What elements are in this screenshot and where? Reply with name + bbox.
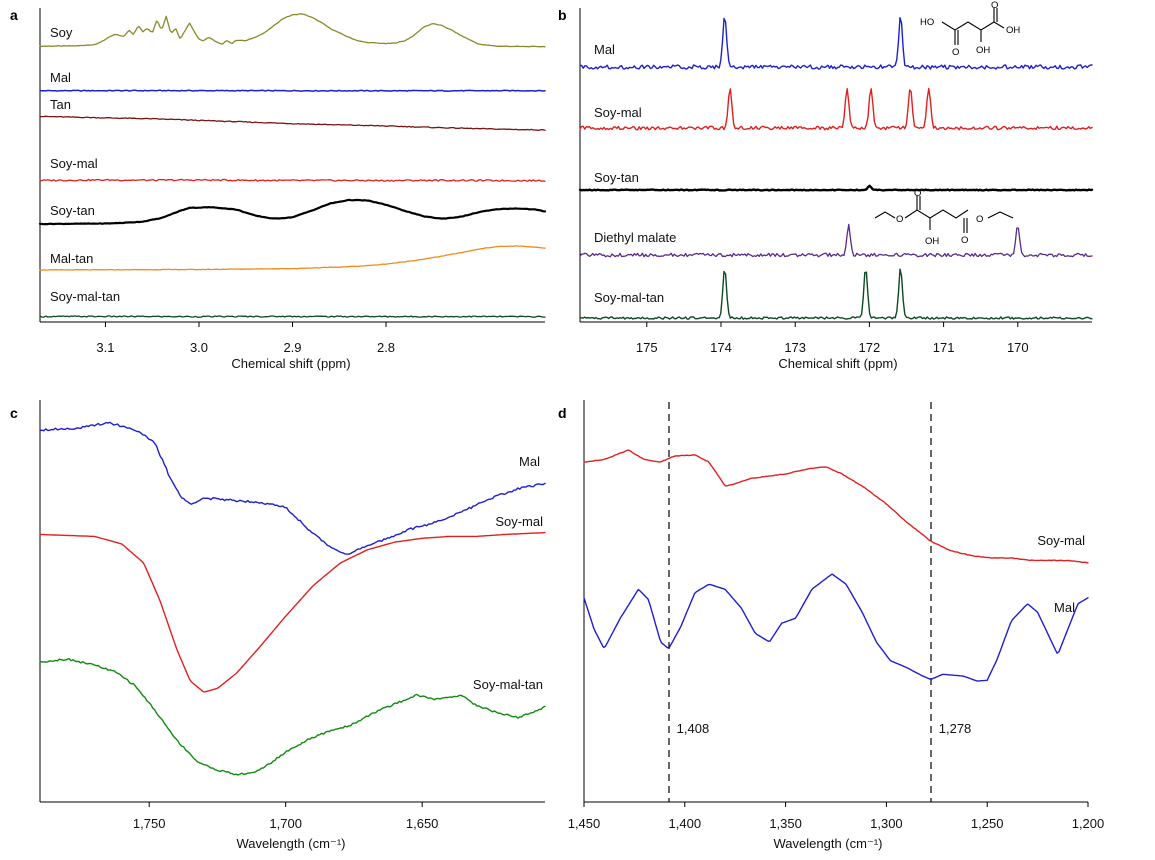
structure-label-ho: HO <box>920 17 934 28</box>
panel-a-series-label-soy-mal: Soy-mal <box>50 156 98 171</box>
panel-c-x-axis-title: Wavelength (cm⁻¹) <box>237 836 346 851</box>
panel-b-x-tick-label-173: 173 <box>784 340 806 355</box>
panel-c-x-tick-label-1-650: 1,650 <box>406 816 439 831</box>
panel-a-series-label-soy-tan: Soy-tan <box>50 203 95 218</box>
panel-b-x-tick-label-174: 174 <box>710 340 732 355</box>
panel-a-x-axis-title: Chemical shift (ppm) <box>231 356 350 371</box>
structure-label-oh-right: OH <box>1006 25 1020 36</box>
panel-b-x-tick-label-175: 175 <box>636 340 658 355</box>
panel-c-letter: c <box>10 405 18 421</box>
panel-d-axes <box>583 400 1088 803</box>
structure-label-o-top: O <box>991 0 998 11</box>
panel-d-x-tick-label-1-350: 1,350 <box>769 816 802 831</box>
panel-a-series-label-soy: Soy <box>50 25 73 40</box>
panel-b-x-tick-label-170: 170 <box>1007 340 1029 355</box>
panel-b-x-tick-label-172: 172 <box>859 340 881 355</box>
panel-b-series-label-soy-mal-tan: Soy-mal-tan <box>594 290 664 305</box>
panel-a-series-mal <box>39 89 546 92</box>
panel-c-x-tick-label-1-700: 1,700 <box>269 816 302 831</box>
structure-label-o-ester-left: O <box>896 214 903 225</box>
structure-label-o-carbonyl-top: O <box>914 188 921 199</box>
panel-a-series-soy-tan <box>38 198 547 226</box>
panel-b-series-mal <box>579 17 1093 70</box>
panel-c-x-tick-label-1-750: 1,750 <box>133 816 166 831</box>
panel-d-x-tick-label-1-250: 1,250 <box>971 816 1004 831</box>
panel-d-series-label-soy-mal: Soy-mal <box>1037 533 1085 548</box>
panel-d-x-axis-title: Wavelength (cm⁻¹) <box>774 836 883 851</box>
panel-a-x-tick-label-2-9: 2.9 <box>283 340 301 355</box>
panel-d-x-tick-label-1-200: 1,200 <box>1072 816 1105 831</box>
panel-c-series-soy-mal-tan <box>39 657 546 776</box>
panel-c-axes <box>39 400 545 803</box>
panel-c-series-label-mal: Mal <box>519 454 540 469</box>
panel-a-series-label-mal-tan: Mal-tan <box>50 251 93 266</box>
panel-d-letter: d <box>558 405 567 421</box>
structure-label-oh-bottom: OH <box>976 45 990 56</box>
panel-b-x-axis-title: Chemical shift (ppm) <box>778 356 897 371</box>
panel-b-x-tick-label-171: 171 <box>933 340 955 355</box>
panel-b-series-label-diethyl-malate: Diethyl malate <box>594 230 676 245</box>
structure-label-oh-center: OH <box>925 236 939 247</box>
panel-d-x-tick-label-1-450: 1,450 <box>568 816 601 831</box>
panel-a-letter: a <box>10 7 18 23</box>
panel-d-x-tick-label-1-300: 1,300 <box>870 816 903 831</box>
panel-d-series-soy-mal <box>583 449 1089 564</box>
panel-b-series-label-mal: Mal <box>594 42 615 57</box>
panel-b-series-diethyl-malate <box>579 223 1093 258</box>
panel-b-series-soy-mal-tan <box>579 268 1093 320</box>
panel-c-series-label-soy-mal: Soy-mal <box>495 514 543 529</box>
panel-b-series-soy-tan <box>578 184 1094 192</box>
panel-b-letter: b <box>558 7 567 23</box>
panel-c-series-label-soy-mal-tan: Soy-mal-tan <box>473 677 543 692</box>
panel-a-series-soy-mal-tan <box>39 315 546 318</box>
panel-a-series-tan <box>39 115 546 131</box>
reference-label-1-408: 1,408 <box>677 721 710 736</box>
panel-a-series-mal-tan <box>39 245 546 271</box>
panel-a-series-label-tan: Tan <box>50 97 71 112</box>
panel-c-series-mal <box>39 421 546 555</box>
panel-a-series-label-soy-mal-tan: Soy-mal-tan <box>50 289 120 304</box>
malic-acid-structure: HO O OH O OH <box>920 0 1020 58</box>
panel-a-series-label-mal: Mal <box>50 70 71 85</box>
structure-label-o-carbonyl-bottom: O <box>961 235 968 246</box>
diethyl-malate-structure: O O OH O O <box>874 188 1014 247</box>
structure-label-o-ester-right: O <box>976 214 983 225</box>
panel-d-series-mal <box>583 573 1089 682</box>
panel-d-x-tick-label-1-400: 1,400 <box>669 816 702 831</box>
panel-b-series-soy-mal <box>579 87 1093 131</box>
structure-label-o-bottom: O <box>952 47 959 58</box>
panel-a-x-tick-label-2-8: 2.8 <box>377 340 395 355</box>
reference-label-1-278: 1,278 <box>939 721 972 736</box>
panel-a-axes <box>39 8 545 323</box>
panel-d-series-label-mal: Mal <box>1054 600 1075 615</box>
panel-a-x-tick-label-3-0: 3.0 <box>190 340 208 355</box>
panel-a-series-soy <box>39 13 546 48</box>
panel-a-series-soy-mal <box>39 178 546 182</box>
panel-b-series-label-soy-tan: Soy-tan <box>594 170 639 185</box>
panel-c-series-soy-mal <box>39 531 546 693</box>
panel-a-x-tick-label-3-1: 3.1 <box>96 340 114 355</box>
plot-layer: 3.1 3.0 2.9 2.8 Soy Mal Tan Soy-mal Soy-tan Mal-t… <box>38 13 1105 831</box>
panel-b-axes <box>579 8 1092 323</box>
panel-b-series-label-soy-mal: Soy-mal <box>594 105 642 120</box>
